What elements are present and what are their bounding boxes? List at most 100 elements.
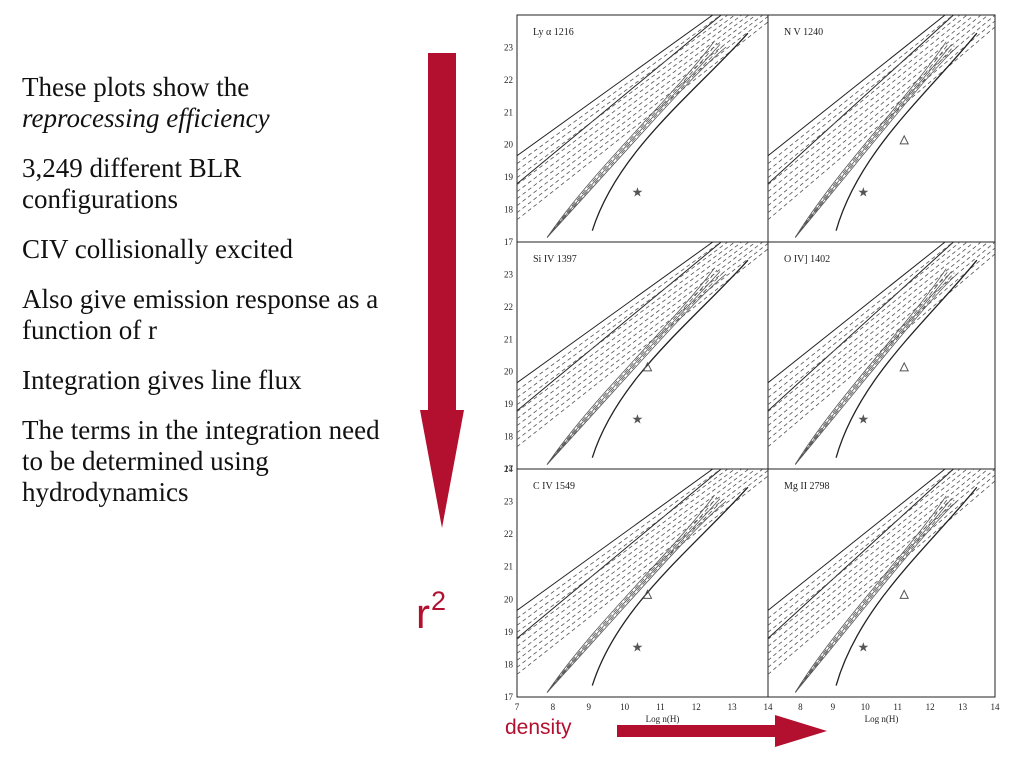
curved-contour [794, 44, 952, 238]
dashed-contour [768, 15, 968, 179]
curved-contour [546, 268, 715, 465]
dashed-contour [517, 15, 743, 186]
solid-contour [835, 486, 978, 686]
dashed-contour [517, 469, 768, 668]
curved-contour [794, 269, 950, 465]
triangle-marker [899, 134, 910, 145]
dashed-contour [517, 469, 736, 633]
x-axis-label: Log n(H) [646, 714, 680, 724]
curved-contour [794, 272, 955, 465]
x-tick-label: 10 [861, 702, 871, 712]
dashed-contour [517, 242, 722, 392]
x-tick-label: 12 [692, 702, 701, 712]
y-tick-label: 18 [504, 205, 514, 215]
curved-contour [794, 273, 958, 465]
solid-contour [591, 259, 749, 458]
dashed-contour [517, 469, 743, 640]
dashed-contour [768, 15, 954, 165]
dashed-contour [517, 15, 757, 200]
star-marker: ★ [858, 413, 870, 428]
curved-contour [794, 271, 952, 465]
solid-contour [835, 259, 978, 458]
boundary-line [768, 469, 954, 639]
dashed-contour [517, 242, 729, 399]
x-tick-label: 9 [586, 702, 591, 712]
dashed-contour [768, 15, 989, 200]
boundary-line [768, 15, 946, 157]
dashed-contour [768, 242, 975, 413]
boundary-line [768, 242, 946, 384]
y-tick-label: 22 [504, 302, 513, 312]
boundary-line [517, 242, 714, 384]
y-tick-label: 23 [504, 42, 514, 52]
curved-contour [546, 271, 721, 465]
dashed-contour [768, 26, 995, 221]
density-label: density [505, 716, 572, 739]
dashed-contour [768, 242, 954, 392]
dashed-contour [768, 480, 995, 675]
curved-contour [546, 44, 721, 238]
x-tick-label: 14 [991, 702, 1001, 712]
y-tick-label: 23 [504, 269, 514, 279]
y-tick-label: 21 [504, 334, 513, 344]
dashed-contour [768, 15, 961, 172]
y-tick-label: 21 [504, 562, 513, 572]
bullet-text: These plots show the [22, 72, 250, 102]
down-arrow-shape [420, 53, 464, 528]
bullet-list: These plots show the reprocessing effici… [22, 72, 392, 527]
curved-contour [794, 41, 947, 238]
star-marker: ★ [858, 186, 870, 201]
triangle-marker [642, 361, 653, 372]
dashed-contour [768, 469, 995, 661]
triangle-marker [899, 589, 910, 599]
bullet-reprocessing: These plots show the reprocessing effici… [22, 72, 392, 134]
dashed-contour [768, 469, 975, 640]
x-tick-label: 7 [515, 702, 520, 712]
dashed-contour [517, 15, 768, 214]
y-tick-label: 19 [504, 399, 514, 409]
boundary-line [768, 469, 946, 611]
x-tick-label: 9 [831, 702, 836, 712]
panel-title: C IV 1549 [533, 481, 575, 492]
x-tick-label: 10 [620, 702, 630, 712]
curved-contour [794, 498, 952, 693]
curved-contour [794, 46, 958, 238]
solid-contour [835, 32, 978, 231]
panel-title: Ly α 1216 [533, 27, 574, 38]
boundary-line [517, 469, 714, 611]
dashed-contour [768, 469, 961, 626]
dashed-contour [517, 469, 729, 626]
x-tick-label: 13 [728, 702, 738, 712]
triangle-marker [899, 361, 910, 372]
x-tick-label: 11 [893, 702, 902, 712]
boundary-line [517, 15, 722, 185]
star-marker: ★ [632, 413, 644, 428]
curved-contour [794, 268, 947, 465]
triangle-marker [642, 589, 653, 599]
bullet-configurations: 3,249 different BLR configurations [22, 153, 242, 214]
y-tick-label: 19 [504, 172, 514, 182]
bullet-response: Also give emission response as a functio… [22, 284, 379, 345]
dashed-contour [768, 242, 961, 399]
panel-title: Mg II 2798 [784, 481, 830, 492]
y-tick-label: 17 [504, 464, 514, 474]
dashed-contour [768, 242, 989, 427]
dashed-contour [768, 242, 968, 406]
y-tick-label: 20 [504, 594, 514, 604]
boundary-line [517, 15, 714, 157]
curved-contour [546, 42, 718, 238]
curved-contour [794, 42, 950, 238]
star-marker: ★ [858, 640, 870, 655]
curved-contour [546, 496, 718, 693]
boundary-line [768, 242, 954, 412]
contour-figure: ★ Ly α 1216 ★ N V 1240 ★ Si IV 1397 ★ O IV] 140… [504, 14, 1001, 724]
dashed-contour [768, 469, 954, 619]
y-tick-label: 21 [504, 107, 513, 117]
curved-contour [546, 273, 727, 465]
y-tick-label: 24 [504, 464, 514, 474]
x-tick-label: 12 [926, 702, 935, 712]
curved-contour [546, 498, 721, 693]
r-exponent: 2 [431, 586, 447, 616]
dashed-contour [768, 469, 968, 633]
